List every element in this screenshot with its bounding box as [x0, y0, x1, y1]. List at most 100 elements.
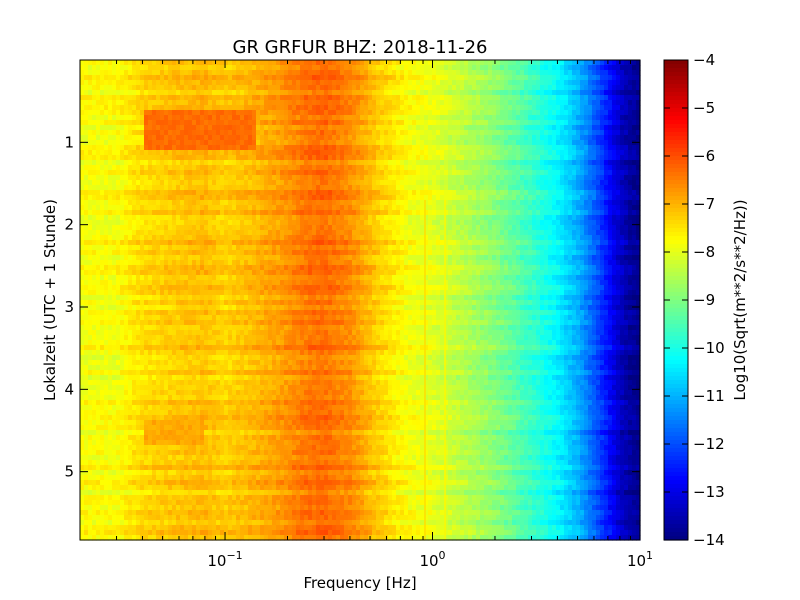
heatmap-cell	[280, 140, 285, 146]
heatmap-cell	[400, 65, 405, 71]
heatmap-cell	[548, 185, 553, 191]
heatmap-cell	[464, 160, 469, 166]
heatmap-cell	[200, 125, 205, 131]
heatmap-cell	[104, 145, 109, 151]
heatmap-cell	[604, 60, 609, 66]
heatmap-cell	[580, 80, 585, 86]
heatmap-cell	[228, 105, 233, 111]
heatmap-cell	[580, 160, 585, 166]
heatmap-cell	[592, 135, 597, 141]
heatmap-cell	[396, 75, 401, 81]
heatmap-cell	[268, 190, 273, 196]
heatmap-cell	[436, 90, 441, 96]
heatmap-cell	[324, 100, 329, 106]
heatmap-cell	[532, 135, 537, 141]
heatmap-cell	[264, 155, 269, 161]
heatmap-cell	[524, 120, 529, 126]
heatmap-cell	[160, 105, 165, 111]
heatmap-cell	[552, 130, 557, 136]
heatmap-cell	[92, 165, 97, 171]
heatmap-cell	[320, 80, 325, 86]
heatmap-cell	[384, 230, 389, 236]
heatmap-cell	[236, 195, 241, 201]
heatmap-cell	[252, 115, 257, 121]
heatmap-cell	[300, 190, 305, 196]
heatmap-cell	[612, 80, 617, 86]
heatmap-cell	[180, 220, 185, 226]
heatmap-cell	[416, 225, 421, 231]
heatmap-cell	[636, 115, 641, 121]
heatmap-cell	[556, 200, 561, 206]
heatmap-cell	[304, 195, 309, 201]
heatmap-cell	[340, 205, 345, 211]
heatmap-cell	[360, 190, 365, 196]
heatmap-cell	[176, 65, 181, 71]
heatmap-cell	[164, 215, 169, 221]
heatmap-cell	[88, 195, 93, 201]
heatmap-cell	[228, 215, 233, 221]
heatmap-cell	[500, 225, 505, 231]
heatmap-cell	[252, 180, 257, 186]
heatmap-cell	[236, 120, 241, 126]
heatmap-cell	[212, 220, 217, 226]
heatmap-cell	[516, 145, 521, 151]
heatmap-cell	[484, 150, 489, 156]
heatmap-cell	[484, 190, 489, 196]
heatmap-cell	[256, 170, 261, 176]
heatmap-cell	[572, 130, 577, 136]
heatmap-cell	[216, 155, 221, 161]
heatmap-cell	[132, 230, 137, 236]
heatmap-cell	[456, 170, 461, 176]
heatmap-cell	[364, 110, 369, 116]
heatmap-cell	[504, 75, 509, 81]
heatmap-cell	[548, 75, 553, 81]
heatmap-cell	[120, 225, 125, 231]
heatmap-cell	[636, 105, 641, 111]
heatmap-cell	[608, 95, 613, 101]
heatmap-cell	[328, 170, 333, 176]
heatmap-cell	[544, 110, 549, 116]
heatmap-cell	[368, 80, 373, 86]
heatmap-cell	[156, 60, 161, 66]
heatmap-cell	[356, 150, 361, 156]
heatmap-cell	[536, 85, 541, 91]
heatmap-cell	[408, 130, 413, 136]
heatmap-cell	[452, 140, 457, 146]
heatmap-cell	[240, 175, 245, 181]
heatmap-cell	[584, 120, 589, 126]
heatmap-cell	[572, 150, 577, 156]
heatmap-cell	[172, 110, 177, 116]
heatmap-cell	[364, 175, 369, 181]
heatmap-cell	[596, 60, 601, 66]
heatmap-cell	[124, 130, 129, 136]
heatmap-cell	[392, 135, 397, 141]
heatmap-cell	[88, 95, 93, 101]
heatmap-cell	[164, 165, 169, 171]
heatmap-cell	[568, 65, 573, 71]
heatmap-cell	[300, 235, 305, 241]
heatmap-cell	[384, 155, 389, 161]
heatmap-cell	[484, 195, 489, 201]
heatmap-cell	[384, 165, 389, 171]
heatmap-cell	[272, 105, 277, 111]
heatmap-cell	[140, 130, 145, 136]
heatmap-cell	[208, 150, 213, 156]
heatmap-cell	[508, 90, 513, 96]
heatmap-cell	[208, 130, 213, 136]
heatmap-cell	[628, 170, 633, 176]
heatmap-cell	[96, 85, 101, 91]
heatmap-cell	[140, 80, 145, 86]
heatmap-cell	[156, 155, 161, 161]
heatmap-cell	[344, 175, 349, 181]
heatmap-cell	[504, 100, 509, 106]
heatmap-cell	[288, 105, 293, 111]
heatmap-cell	[596, 170, 601, 176]
heatmap-cell	[420, 80, 425, 86]
heatmap-cell	[152, 125, 157, 131]
heatmap-cell	[336, 165, 341, 171]
heatmap-cell	[340, 60, 345, 66]
heatmap-cell	[320, 95, 325, 101]
heatmap-cell	[456, 135, 461, 141]
heatmap-cell	[580, 220, 585, 226]
heatmap-cell	[440, 170, 445, 176]
